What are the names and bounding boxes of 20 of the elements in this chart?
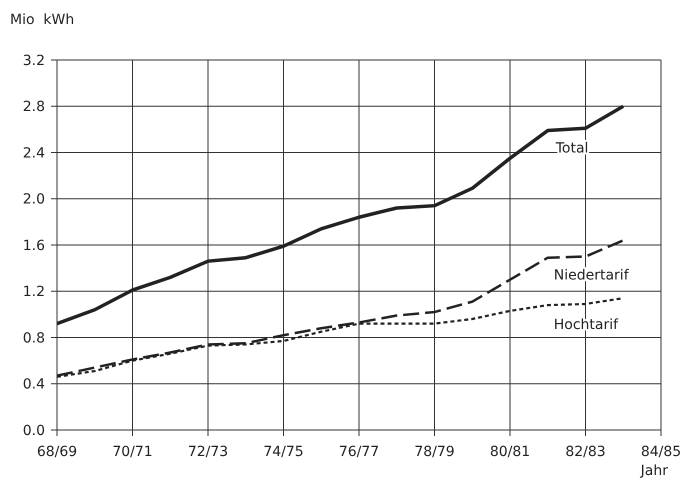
y-tick-label: 1.6 [22,238,46,254]
x-tick-label: 70/71 [112,444,153,460]
x-tick-label: 80/81 [490,444,530,460]
y-tick-label: 3.2 [22,52,45,69]
x-tick-label: 68/69 [36,444,78,460]
x-tick-label: 74/75 [263,444,304,460]
y-tick-label: 2.8 [22,99,45,116]
x-tick-label: 76/77 [338,444,380,460]
x-axis-title: Jahr [640,463,668,479]
y-tick-label: 0.0 [22,422,45,439]
x-tick-label: 82/83 [565,444,606,460]
x-tick-label: 72/73 [188,444,228,460]
y-tick-label: 1.2 [22,284,45,300]
y-tick-label: 0.8 [22,330,45,346]
y-tick-label: 2.0 [22,192,45,208]
y-axis-title: Mio kWh [10,12,74,28]
x-tick-label: 78/79 [414,444,455,460]
y-tick-label: 0.4 [22,376,46,393]
y-tick-label: 2.4 [22,145,46,162]
x-tick-label: 84/85 [640,444,680,460]
